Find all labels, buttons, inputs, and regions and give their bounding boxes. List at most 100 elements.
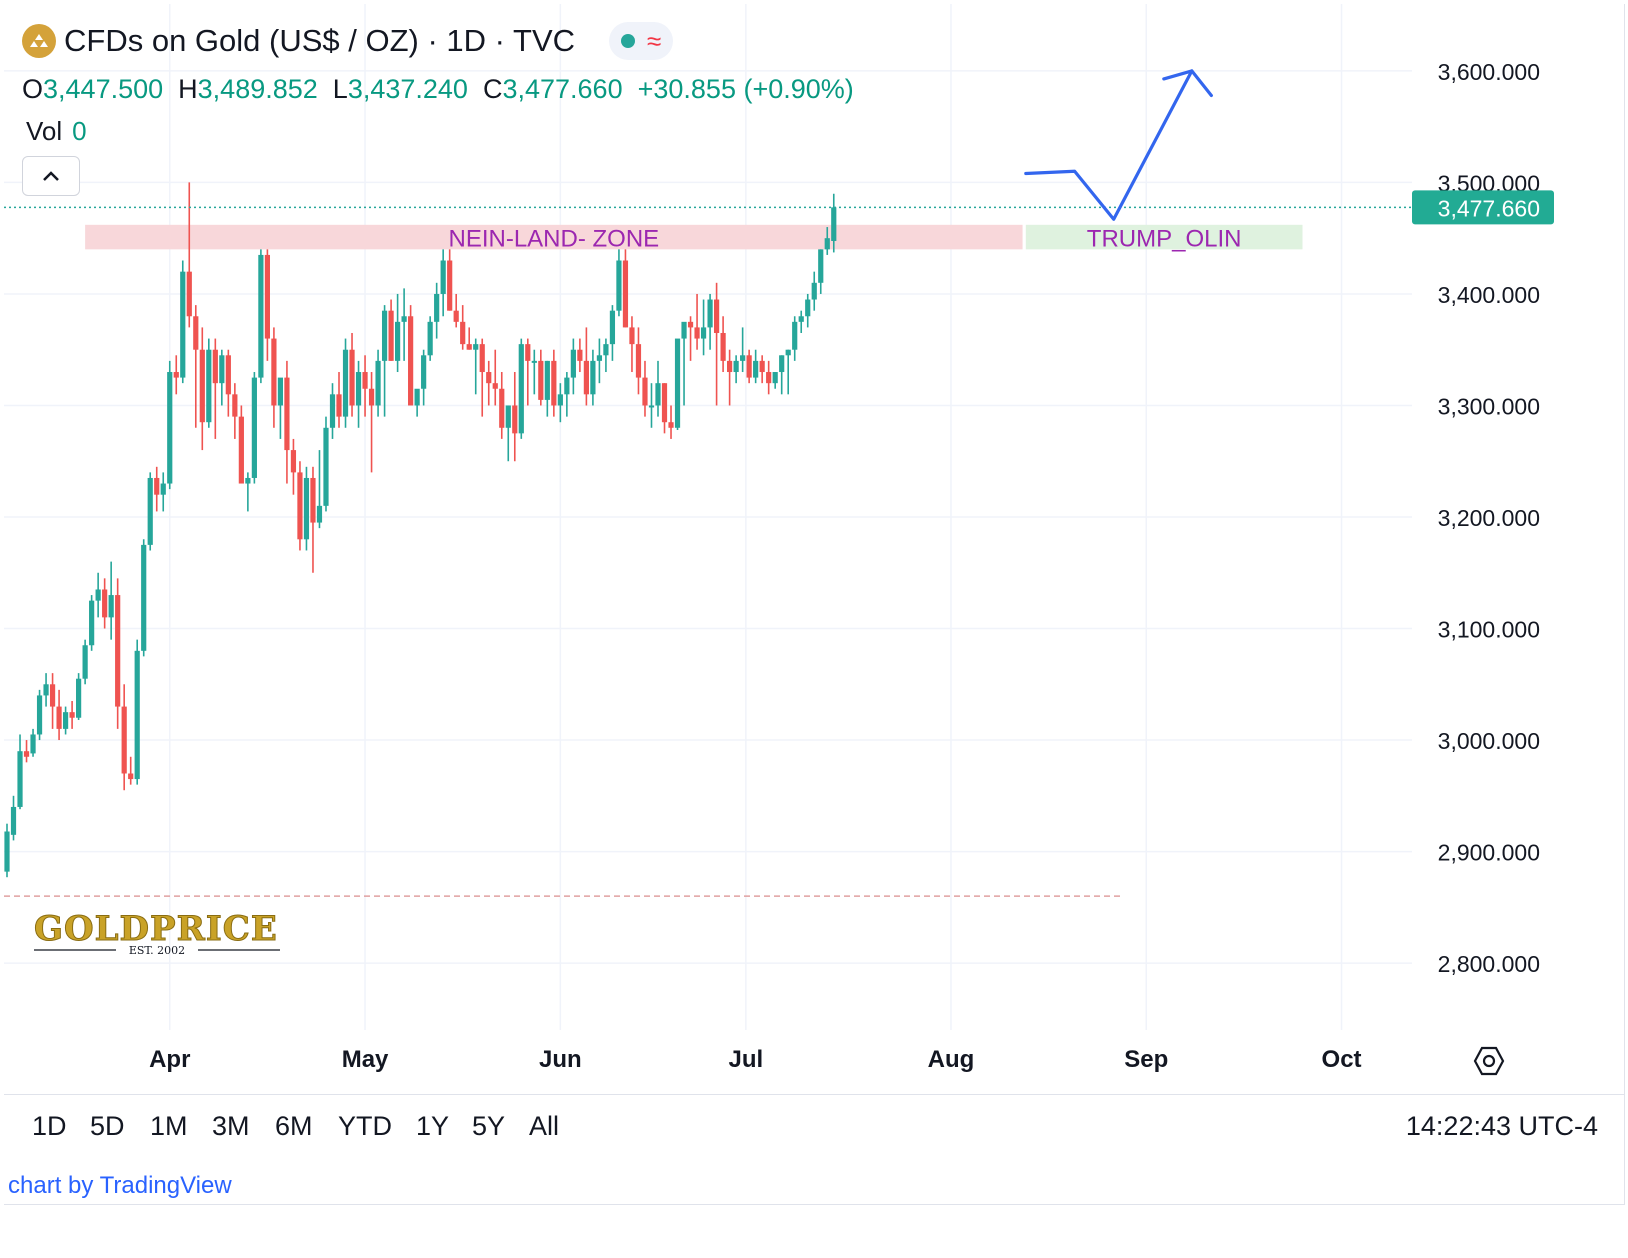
candle-body (82, 645, 88, 679)
close-value: 3,477.660 (502, 74, 623, 104)
candle-body (36, 695, 43, 735)
range-6m[interactable]: 6M (275, 1111, 313, 1141)
candle-body (453, 310, 459, 322)
candle-body (316, 505, 323, 523)
candle-body (154, 477, 160, 495)
chart-frame: 3,600.000 3,500.000 3,400.000 3,300.000 3,20… (4, 4, 1625, 1205)
price-chart[interactable]: 3,600.0003,500.0003,400.0003,300.0003,20… (4, 4, 1624, 1090)
candle-body (570, 349, 576, 378)
close-label: C (482, 74, 503, 104)
candle-body (622, 260, 629, 328)
candle-body (17, 751, 23, 807)
candle-body (323, 427, 329, 506)
symbol-header[interactable]: CFDs on Gold (US$ / OZ) · 1D · TVC ≈ (22, 22, 674, 60)
x-tick-label: Jul (728, 1046, 764, 1073)
tradingview-credit-link[interactable]: chart by TradingView (8, 1172, 232, 1199)
candle-body (661, 383, 668, 423)
candle-body (388, 310, 394, 361)
candle-body (375, 360, 381, 406)
candle-body (616, 260, 622, 311)
chevron-up-icon (43, 171, 59, 181)
candle-body (700, 327, 707, 339)
last-price-tag (1412, 190, 1554, 225)
y-tick-label: 3,600.000 (1438, 59, 1540, 85)
candle-body (434, 293, 440, 322)
high-value: 3,489.852 (197, 74, 318, 104)
x-tick-label: Apr (149, 1046, 191, 1073)
candle-body (277, 377, 284, 406)
range-1m[interactable]: 1M (150, 1111, 188, 1141)
candle-body (10, 806, 17, 835)
range-5d[interactable]: 5D (90, 1111, 125, 1141)
candle-body (141, 544, 147, 651)
candle-body (128, 773, 134, 780)
candle-body (264, 254, 270, 339)
candle-body (792, 321, 798, 350)
high-label: H (178, 74, 198, 104)
market-status[interactable]: ≈ (609, 22, 674, 60)
candle-body (707, 299, 713, 328)
collapse-legend-button[interactable] (22, 156, 80, 196)
candle-body (538, 360, 544, 400)
approx-icon: ≈ (647, 25, 662, 56)
x-tick-label: Aug (927, 1046, 975, 1073)
range-selector: 1D 5D 1M 3M 6M YTD 1Y 5Y All 14:22:43 UT… (4, 1094, 1624, 1165)
trump-olin-zone (1025, 224, 1303, 250)
candle-body (408, 316, 414, 406)
candle-body (290, 450, 297, 473)
watermark-est: EST. 2002 (129, 944, 185, 957)
candle-body (76, 678, 82, 718)
candle-body (779, 355, 785, 373)
candle-body (23, 751, 30, 757)
candle-body (427, 321, 433, 356)
candle-body (43, 684, 49, 696)
candle-body (642, 377, 648, 406)
candle-body (4, 831, 10, 872)
candle-body (69, 712, 75, 718)
range-1y[interactable]: 1Y (416, 1111, 450, 1141)
candle-body (186, 271, 192, 317)
open-value: 3,447.500 (43, 74, 164, 104)
goldprice-watermark: GOLDPRICE (34, 909, 278, 949)
candle-body (95, 589, 101, 601)
candle-body (818, 249, 824, 283)
x-tick-label: May (341, 1046, 389, 1073)
candle-body (56, 706, 62, 729)
candle-body (108, 595, 114, 618)
range-5y[interactable]: 5Y (472, 1111, 506, 1141)
range-3m[interactable]: 3M (212, 1111, 250, 1141)
range-all[interactable]: All (529, 1111, 560, 1141)
settings-icon[interactable] (1472, 1044, 1506, 1078)
range-1d[interactable]: 1D (32, 1111, 67, 1141)
trend-arrow-drawing (1024, 69, 1213, 221)
candle-body (785, 349, 791, 356)
candle-body (167, 372, 173, 484)
candle-body (551, 360, 557, 406)
candle-body (557, 394, 563, 406)
timezone-clock[interactable]: 14:22:43 UTC-4 (1405, 1111, 1598, 1141)
candle-body (102, 589, 108, 618)
candle-body (121, 706, 127, 774)
candle-body (635, 344, 642, 378)
change-value: +30.855 (+0.90%) (637, 74, 854, 104)
y-tick-label: 3,400.000 (1438, 282, 1540, 308)
open-label: O (22, 74, 44, 104)
candle-body (238, 416, 244, 484)
candle-body (694, 327, 700, 339)
range-ytd[interactable]: YTD (338, 1111, 392, 1141)
nein-land-zone-label: NEIN-LAND- ZONE (448, 225, 659, 252)
candle-body (687, 321, 694, 328)
candle-body (271, 338, 277, 406)
candle-body (831, 207, 837, 241)
candle-body (245, 477, 251, 484)
candle-body (310, 477, 316, 523)
candle-body (303, 477, 310, 540)
market-open-dot-icon (621, 34, 636, 48)
y-tick-label: 3,000.000 (1438, 728, 1540, 754)
y-tick-label: 3,200.000 (1438, 505, 1540, 531)
candle-body (811, 282, 817, 300)
candle-body (440, 260, 446, 294)
candle-body (447, 260, 453, 311)
candle-body (564, 377, 570, 395)
candle-body (655, 383, 661, 406)
